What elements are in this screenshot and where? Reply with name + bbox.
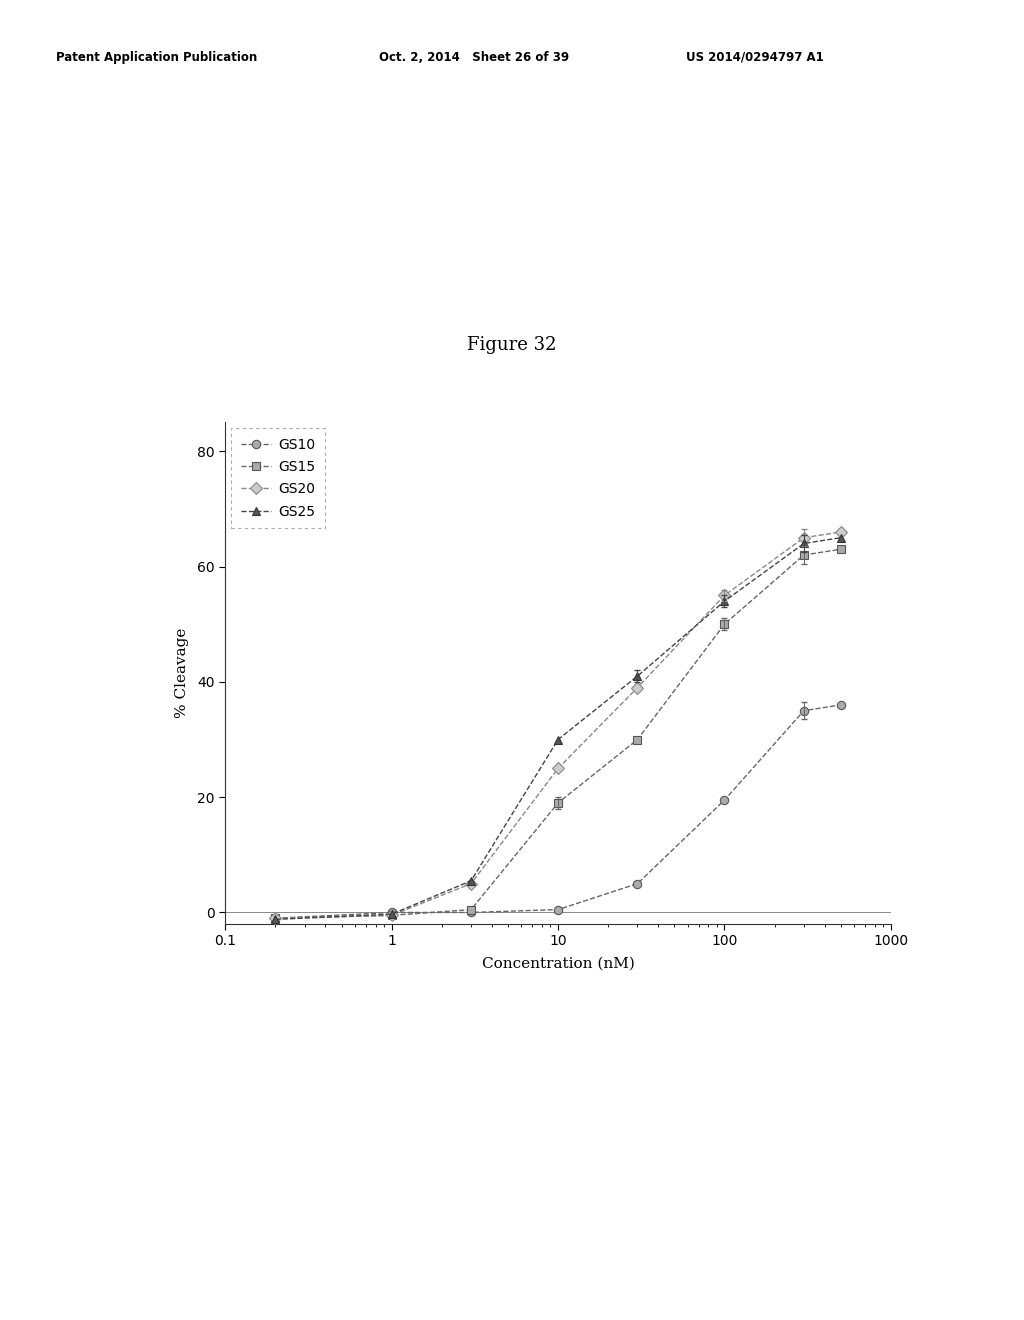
Line: GS20: GS20 [271,528,845,923]
GS15 [269,911,282,927]
GS25 [798,536,810,552]
GS15 [465,902,477,917]
Line: GS15: GS15 [271,545,845,923]
GS20 [552,760,564,776]
GS15 [835,541,847,557]
GS20 [465,875,477,891]
GS20 [835,524,847,540]
GS10 [632,875,644,891]
GS25 [632,668,644,684]
GS25 [552,731,564,747]
GS15 [385,907,397,923]
GS15 [552,795,564,810]
GS10 [835,697,847,713]
GS10 [269,911,282,927]
GS20 [632,680,644,696]
GS10 [552,902,564,917]
GS25 [835,529,847,545]
GS20 [798,529,810,545]
GS10 [798,702,810,718]
Legend: GS10, GS15, GS20, GS25: GS10, GS15, GS20, GS25 [230,428,325,528]
Text: Figure 32: Figure 32 [467,335,557,354]
Y-axis label: % Cleavage: % Cleavage [175,628,188,718]
GS25 [269,912,282,928]
GS20 [719,587,731,603]
GS25 [465,873,477,888]
GS15 [719,616,731,632]
Line: GS10: GS10 [271,701,845,923]
GS20 [269,911,282,927]
X-axis label: Concentration (nM): Concentration (nM) [481,957,635,970]
Text: Patent Application Publication: Patent Application Publication [56,50,258,63]
Text: US 2014/0294797 A1: US 2014/0294797 A1 [686,50,824,63]
GS10 [719,792,731,808]
GS25 [719,593,731,609]
GS25 [385,907,397,923]
Line: GS25: GS25 [271,533,845,924]
GS15 [632,731,644,747]
GS10 [465,904,477,920]
GS10 [385,904,397,920]
GS15 [798,546,810,562]
GS20 [385,907,397,923]
Text: Oct. 2, 2014   Sheet 26 of 39: Oct. 2, 2014 Sheet 26 of 39 [379,50,569,63]
